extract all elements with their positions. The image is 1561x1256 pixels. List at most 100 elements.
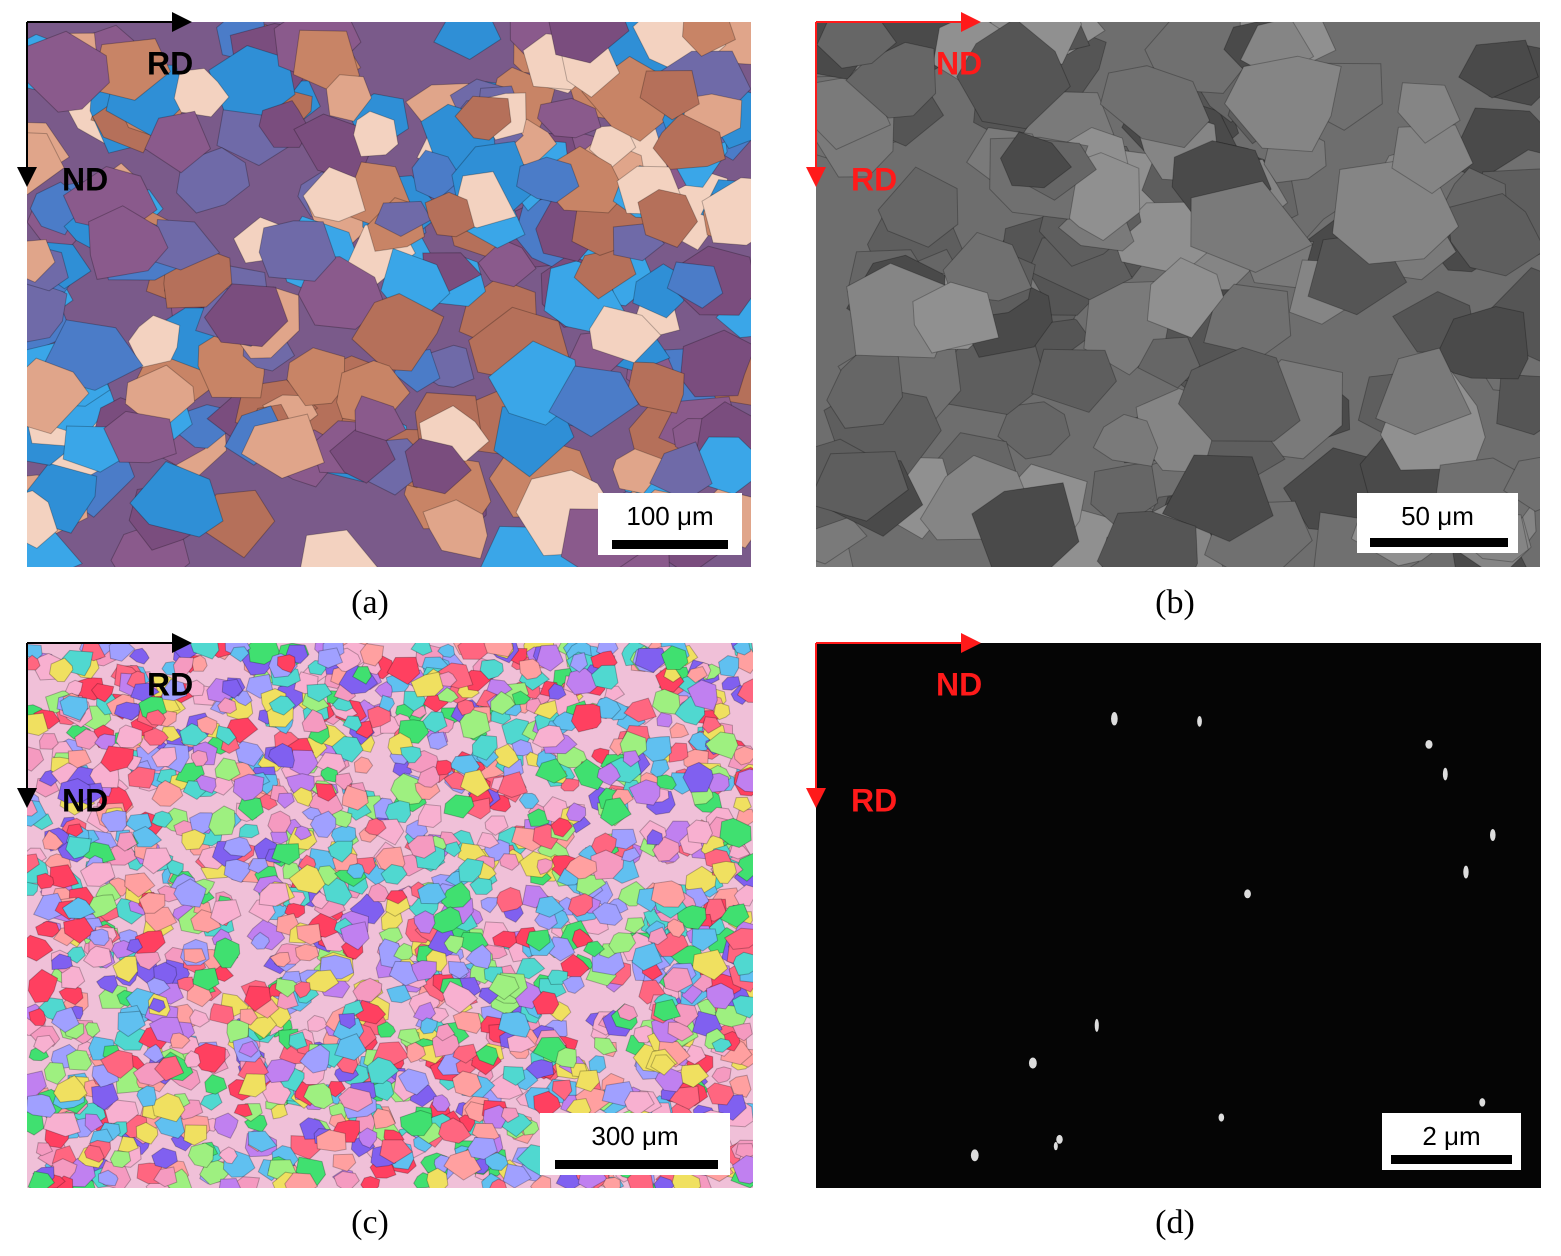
grain — [459, 769, 491, 798]
axis-label: RD — [851, 161, 897, 197]
grain — [1503, 456, 1540, 512]
grain — [385, 896, 411, 917]
grain — [277, 792, 295, 810]
grain — [912, 281, 1000, 354]
grain — [115, 724, 143, 749]
grain — [484, 815, 509, 837]
grain — [378, 694, 396, 713]
micrograph-c — [27, 643, 753, 1188]
grain — [38, 733, 59, 750]
grain — [573, 758, 608, 791]
grain — [1224, 55, 1342, 153]
grain — [633, 1025, 654, 1044]
grain — [204, 1073, 228, 1095]
grain — [653, 1175, 675, 1188]
grain — [213, 937, 241, 969]
panel-caption: (d) — [1155, 1204, 1195, 1241]
grain — [411, 959, 437, 982]
grain — [58, 984, 84, 1006]
grain — [116, 831, 138, 852]
grain — [384, 800, 412, 824]
grain — [1430, 305, 1529, 380]
scale-bar-label: 50 μm — [1401, 501, 1474, 531]
grain — [213, 1112, 239, 1139]
grain — [43, 1061, 67, 1085]
grain — [288, 1031, 308, 1050]
grain — [443, 794, 475, 819]
grain — [571, 928, 594, 949]
grain — [233, 1103, 253, 1118]
grain — [490, 690, 516, 715]
grain — [27, 1093, 57, 1118]
grain — [223, 858, 251, 883]
grain — [582, 940, 606, 958]
grain — [27, 853, 40, 874]
grain — [196, 715, 218, 736]
grain — [218, 1146, 238, 1165]
grain — [100, 1049, 134, 1079]
grain — [183, 1124, 208, 1146]
grain — [502, 1065, 526, 1086]
grain — [442, 980, 479, 1014]
grain — [127, 766, 156, 789]
grain — [132, 825, 163, 848]
grain — [483, 643, 514, 658]
grain — [701, 177, 751, 246]
grain — [682, 761, 714, 793]
grain — [223, 836, 253, 857]
grain — [732, 951, 753, 976]
grain — [531, 724, 566, 748]
grain — [511, 739, 534, 757]
grain — [484, 1152, 509, 1172]
grain — [32, 892, 68, 921]
grain — [294, 943, 320, 962]
grain — [302, 166, 366, 223]
grain — [733, 745, 753, 766]
scale-bar — [612, 540, 728, 549]
grain — [63, 916, 96, 944]
grain — [96, 974, 119, 994]
grain — [337, 1086, 374, 1113]
grain — [1496, 373, 1540, 436]
grain — [310, 891, 329, 910]
grain — [358, 1127, 378, 1149]
grain — [1031, 348, 1117, 413]
grain — [275, 977, 301, 998]
grain — [153, 961, 178, 986]
particle — [1028, 1057, 1037, 1069]
grain — [564, 854, 598, 880]
grain — [518, 792, 540, 810]
grain — [247, 1130, 278, 1153]
grain — [1375, 347, 1472, 436]
grain — [195, 774, 217, 794]
grain — [143, 727, 169, 746]
grain — [250, 931, 270, 950]
grain — [127, 314, 181, 369]
particle — [1489, 829, 1496, 842]
grain — [88, 205, 169, 280]
grain — [145, 709, 167, 726]
grain — [176, 976, 195, 992]
grain — [388, 960, 420, 987]
grain — [35, 920, 61, 938]
grain — [666, 261, 724, 309]
particle — [1053, 1142, 1058, 1151]
grain — [48, 657, 74, 683]
grain — [816, 22, 897, 69]
grain — [295, 1156, 327, 1187]
grain — [479, 659, 504, 680]
grain — [686, 819, 714, 845]
grain — [706, 982, 735, 1010]
grain — [108, 643, 136, 662]
grain — [711, 860, 738, 885]
grain — [1458, 39, 1539, 99]
grain — [342, 715, 363, 733]
grain — [732, 796, 752, 813]
grain — [502, 1163, 532, 1188]
grain — [87, 894, 118, 919]
grain — [676, 904, 707, 930]
grain — [237, 796, 265, 822]
grain — [588, 1055, 607, 1074]
grain — [306, 683, 333, 703]
grain — [268, 695, 297, 716]
